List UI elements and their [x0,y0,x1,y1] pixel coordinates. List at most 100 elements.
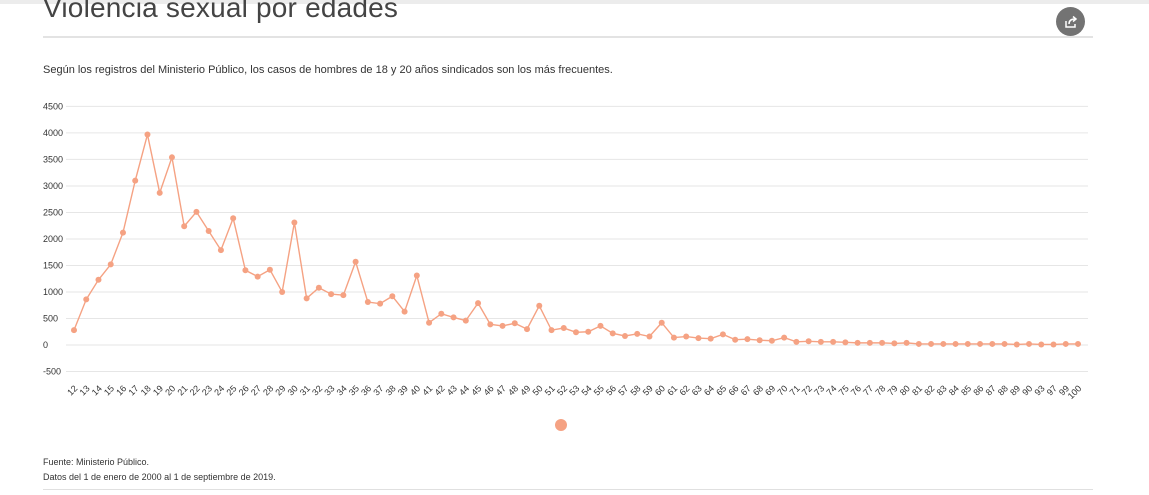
data-point[interactable] [719,331,726,338]
data-point[interactable] [891,340,898,347]
data-point[interactable] [279,288,286,295]
data-point[interactable] [1050,341,1057,348]
data-point[interactable] [634,330,641,337]
data-point[interactable] [1038,341,1045,348]
y-tick-label: 1000 [43,287,63,297]
share-icon [1064,15,1077,28]
data-point[interactable] [952,340,959,347]
y-tick-label: 4000 [43,128,63,138]
x-tick-label: 100 [1066,383,1084,401]
data-point[interactable] [1013,341,1020,348]
data-point[interactable] [756,337,763,344]
data-point[interactable] [536,302,543,309]
data-point[interactable] [107,261,114,268]
data-point[interactable] [989,340,996,347]
data-point[interactable] [487,321,494,328]
share-button[interactable] [1056,7,1085,36]
data-point[interactable] [475,300,482,307]
data-point[interactable] [646,333,653,340]
data-point[interactable] [683,333,690,340]
data-point[interactable] [462,317,469,324]
data-point[interactable] [524,326,531,333]
data-point[interactable] [977,340,984,347]
data-point[interactable] [132,177,139,184]
data-point[interactable] [230,215,237,222]
data-point[interactable] [1001,340,1008,347]
page-title: Violencia sexual por edades [43,0,399,23]
data-point[interactable] [254,273,261,280]
data-point[interactable] [707,335,714,342]
data-point[interactable] [205,228,212,235]
data-point[interactable] [119,229,126,236]
data-point[interactable] [744,336,751,343]
data-point[interactable] [181,223,188,230]
data-point[interactable] [401,308,408,315]
chart-subtitle: Según los registros del Ministerio Públi… [43,64,613,76]
data-point[interactable] [450,314,457,321]
data-point[interactable] [328,291,335,298]
data-point[interactable] [352,258,359,265]
data-point[interactable] [83,296,90,303]
data-point[interactable] [217,247,224,254]
y-tick-label: 4500 [43,101,63,111]
data-point[interactable] [842,339,849,346]
data-point[interactable] [732,336,739,343]
data-point[interactable] [781,334,788,341]
data-point[interactable] [389,293,396,300]
data-point[interactable] [903,339,910,346]
data-point[interactable] [1075,340,1081,347]
data-point[interactable] [964,340,971,347]
y-tick-label: 3000 [43,181,63,191]
data-point[interactable] [597,322,604,329]
data-point[interactable] [621,332,628,339]
data-point[interactable] [793,338,800,345]
data-point[interactable] [830,338,837,345]
data-point[interactable] [1026,340,1033,347]
legend-marker[interactable] [555,419,567,431]
data-point[interactable] [695,335,702,342]
data-point[interactable] [805,338,812,345]
data-point[interactable] [95,276,102,283]
data-point[interactable] [854,339,861,346]
data-point[interactable] [585,328,592,335]
data-point[interactable] [71,327,77,334]
data-point[interactable] [915,340,922,347]
series-line [73,134,1078,346]
data-point[interactable] [768,337,775,344]
data-point[interactable] [413,272,420,279]
data-point[interactable] [940,340,947,347]
data-point[interactable] [609,330,616,337]
top-strip [0,0,1149,4]
data-point[interactable] [156,189,163,196]
data-point[interactable] [242,267,249,274]
data-point[interactable] [266,266,273,273]
data-point[interactable] [364,299,371,306]
data-point[interactable] [426,319,433,326]
data-point[interactable] [658,319,665,326]
data-point[interactable] [879,339,886,346]
data-point[interactable] [144,131,151,138]
y-tick-label: 2000 [43,234,63,244]
data-point[interactable] [511,320,518,327]
data-point[interactable] [573,329,579,336]
data-point[interactable] [928,340,935,347]
data-point[interactable] [193,208,200,215]
data-point[interactable] [291,219,298,226]
data-point[interactable] [499,322,506,329]
data-point[interactable] [670,334,677,341]
data-point[interactable] [438,310,445,317]
line-chart: -500 0 500 1000 1500 2000 2500 3000 3500 4000 4500… [43,101,1088,401]
data-point[interactable] [303,295,310,302]
data-point[interactable] [340,292,347,299]
data-point[interactable] [560,325,567,332]
y-axis: -500 0 500 1000 1500 2000 2500 3000 3500 4000 4500 [43,101,63,376]
x-axis: 1213141516171819202122232425262728293031… [65,383,1083,401]
data-point[interactable] [315,284,322,291]
source-note: Fuente: Ministerio Público. [43,457,150,467]
data-point[interactable] [866,339,873,346]
data-point[interactable] [548,327,555,334]
data-point[interactable] [377,300,384,307]
data-point[interactable] [1062,340,1069,347]
data-point[interactable] [817,338,824,345]
data-point[interactable] [168,154,175,161]
